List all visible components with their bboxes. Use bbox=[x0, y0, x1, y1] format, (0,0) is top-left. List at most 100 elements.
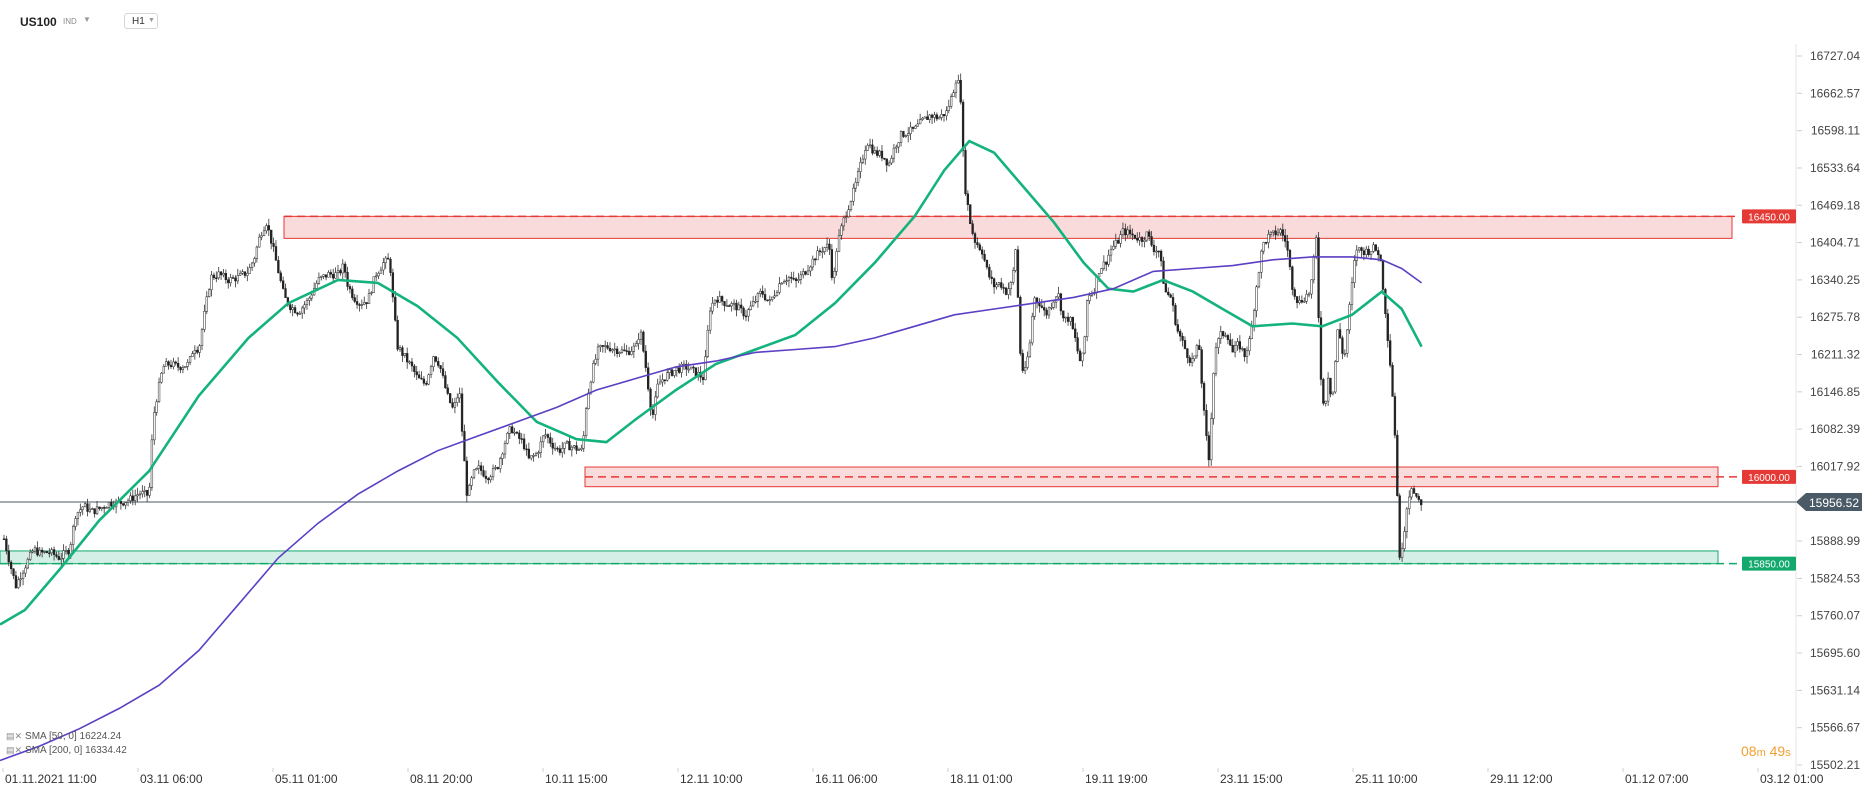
candle-body bbox=[814, 258, 817, 261]
candle-body bbox=[938, 117, 941, 120]
candle-body bbox=[315, 283, 318, 289]
candle-body bbox=[809, 266, 812, 272]
candle-body bbox=[644, 350, 647, 368]
candle-body bbox=[735, 302, 738, 311]
candle-body bbox=[1365, 248, 1368, 255]
candle-body bbox=[1362, 250, 1366, 255]
candle-body bbox=[305, 300, 309, 306]
indicator-legend-sma200[interactable]: ▤✕ SMA [200, 0] 16334.42 bbox=[6, 745, 127, 756]
candle-body bbox=[1081, 352, 1084, 362]
candle-body bbox=[1229, 339, 1232, 346]
zone-rect[interactable] bbox=[283, 215, 1733, 239]
candle-body bbox=[379, 269, 383, 274]
candle-body bbox=[36, 547, 39, 556]
candle-body bbox=[635, 343, 638, 347]
sma50-line bbox=[0, 139, 1423, 626]
timeframe-select[interactable]: H1 ▼ bbox=[124, 13, 158, 29]
candle-body bbox=[439, 365, 442, 369]
candle-body bbox=[389, 258, 392, 273]
candle-body bbox=[847, 209, 850, 218]
eye-icon[interactable]: ▤✕ bbox=[6, 745, 23, 755]
candle-body bbox=[601, 345, 604, 347]
candle-body bbox=[291, 307, 294, 310]
candle-body bbox=[520, 438, 523, 440]
candle-body bbox=[475, 468, 478, 471]
symbol-label[interactable]: US100 bbox=[20, 15, 57, 29]
candle-body bbox=[990, 276, 993, 279]
candle-body bbox=[716, 299, 719, 303]
candle-body bbox=[1217, 338, 1220, 348]
y-tick-label: 16662.57 bbox=[1810, 86, 1860, 100]
candle-body bbox=[873, 150, 876, 154]
candle-body bbox=[1317, 237, 1320, 318]
candle-body bbox=[1403, 531, 1406, 549]
candle-body bbox=[456, 397, 459, 403]
candle-body bbox=[1307, 293, 1311, 296]
candle-body bbox=[1004, 287, 1008, 295]
candle-body bbox=[155, 401, 158, 413]
candle-body bbox=[773, 295, 776, 298]
candle-body bbox=[759, 290, 762, 294]
candle-body bbox=[1164, 283, 1168, 293]
candle-body bbox=[835, 251, 838, 272]
candle-body bbox=[1238, 341, 1241, 350]
candle-body bbox=[391, 272, 395, 298]
candle-body bbox=[355, 301, 359, 305]
candle-body bbox=[358, 304, 361, 306]
candle-body bbox=[479, 465, 483, 471]
candle-body bbox=[1233, 345, 1237, 353]
candle-body bbox=[718, 296, 721, 303]
candle-body bbox=[491, 468, 495, 478]
candle-body bbox=[1329, 377, 1332, 395]
candle-body bbox=[19, 578, 22, 581]
candle-body bbox=[329, 272, 332, 275]
candle-body bbox=[157, 381, 161, 403]
candle-body bbox=[732, 302, 736, 305]
candle-body bbox=[842, 217, 845, 227]
candle-body bbox=[811, 258, 814, 268]
candle-body bbox=[821, 251, 824, 253]
candle-body bbox=[1319, 317, 1323, 380]
candle-body bbox=[1059, 293, 1063, 312]
candle-body bbox=[766, 299, 769, 302]
candle-body bbox=[1310, 279, 1313, 295]
candle-body bbox=[606, 345, 609, 349]
candle-body bbox=[933, 114, 936, 118]
candle-body bbox=[651, 409, 655, 415]
candle-body bbox=[618, 352, 621, 354]
candle-body bbox=[522, 438, 526, 450]
candle-body bbox=[833, 270, 836, 278]
candle-body bbox=[301, 307, 304, 314]
candle-body bbox=[1133, 234, 1137, 239]
candle-body bbox=[241, 271, 244, 274]
candle-body bbox=[568, 441, 571, 451]
candle-body bbox=[1045, 309, 1048, 316]
candle-body bbox=[88, 508, 92, 512]
candle-body bbox=[1066, 316, 1070, 322]
candle-body bbox=[208, 289, 211, 297]
candle-body bbox=[1021, 353, 1024, 371]
candle-body bbox=[484, 475, 488, 479]
candle-body bbox=[1107, 254, 1110, 265]
candle-body bbox=[375, 275, 378, 278]
candle-body bbox=[663, 379, 667, 382]
candle-body bbox=[434, 356, 437, 362]
zone-rect[interactable] bbox=[0, 550, 1719, 565]
caret-down-icon[interactable]: ▼ bbox=[83, 15, 91, 24]
candle-body bbox=[134, 495, 137, 501]
candle-body bbox=[904, 135, 907, 137]
zone-level-label: 16000.00 bbox=[1748, 473, 1790, 484]
y-tick-label: 16211.32 bbox=[1811, 348, 1860, 362]
eye-icon[interactable]: ▤✕ bbox=[6, 731, 23, 741]
candle-body bbox=[196, 349, 199, 353]
candle-body bbox=[136, 494, 139, 497]
y-tick-label: 15502.21 bbox=[1810, 758, 1860, 772]
candle-body bbox=[260, 235, 263, 238]
candle-body bbox=[145, 490, 149, 496]
candle-body bbox=[823, 247, 826, 252]
candle-body bbox=[55, 554, 58, 557]
candle-body bbox=[248, 267, 251, 274]
indicator-legend-sma50[interactable]: ▤✕ SMA [50, 0] 16224.24 bbox=[6, 731, 121, 742]
candle-body bbox=[608, 347, 612, 352]
